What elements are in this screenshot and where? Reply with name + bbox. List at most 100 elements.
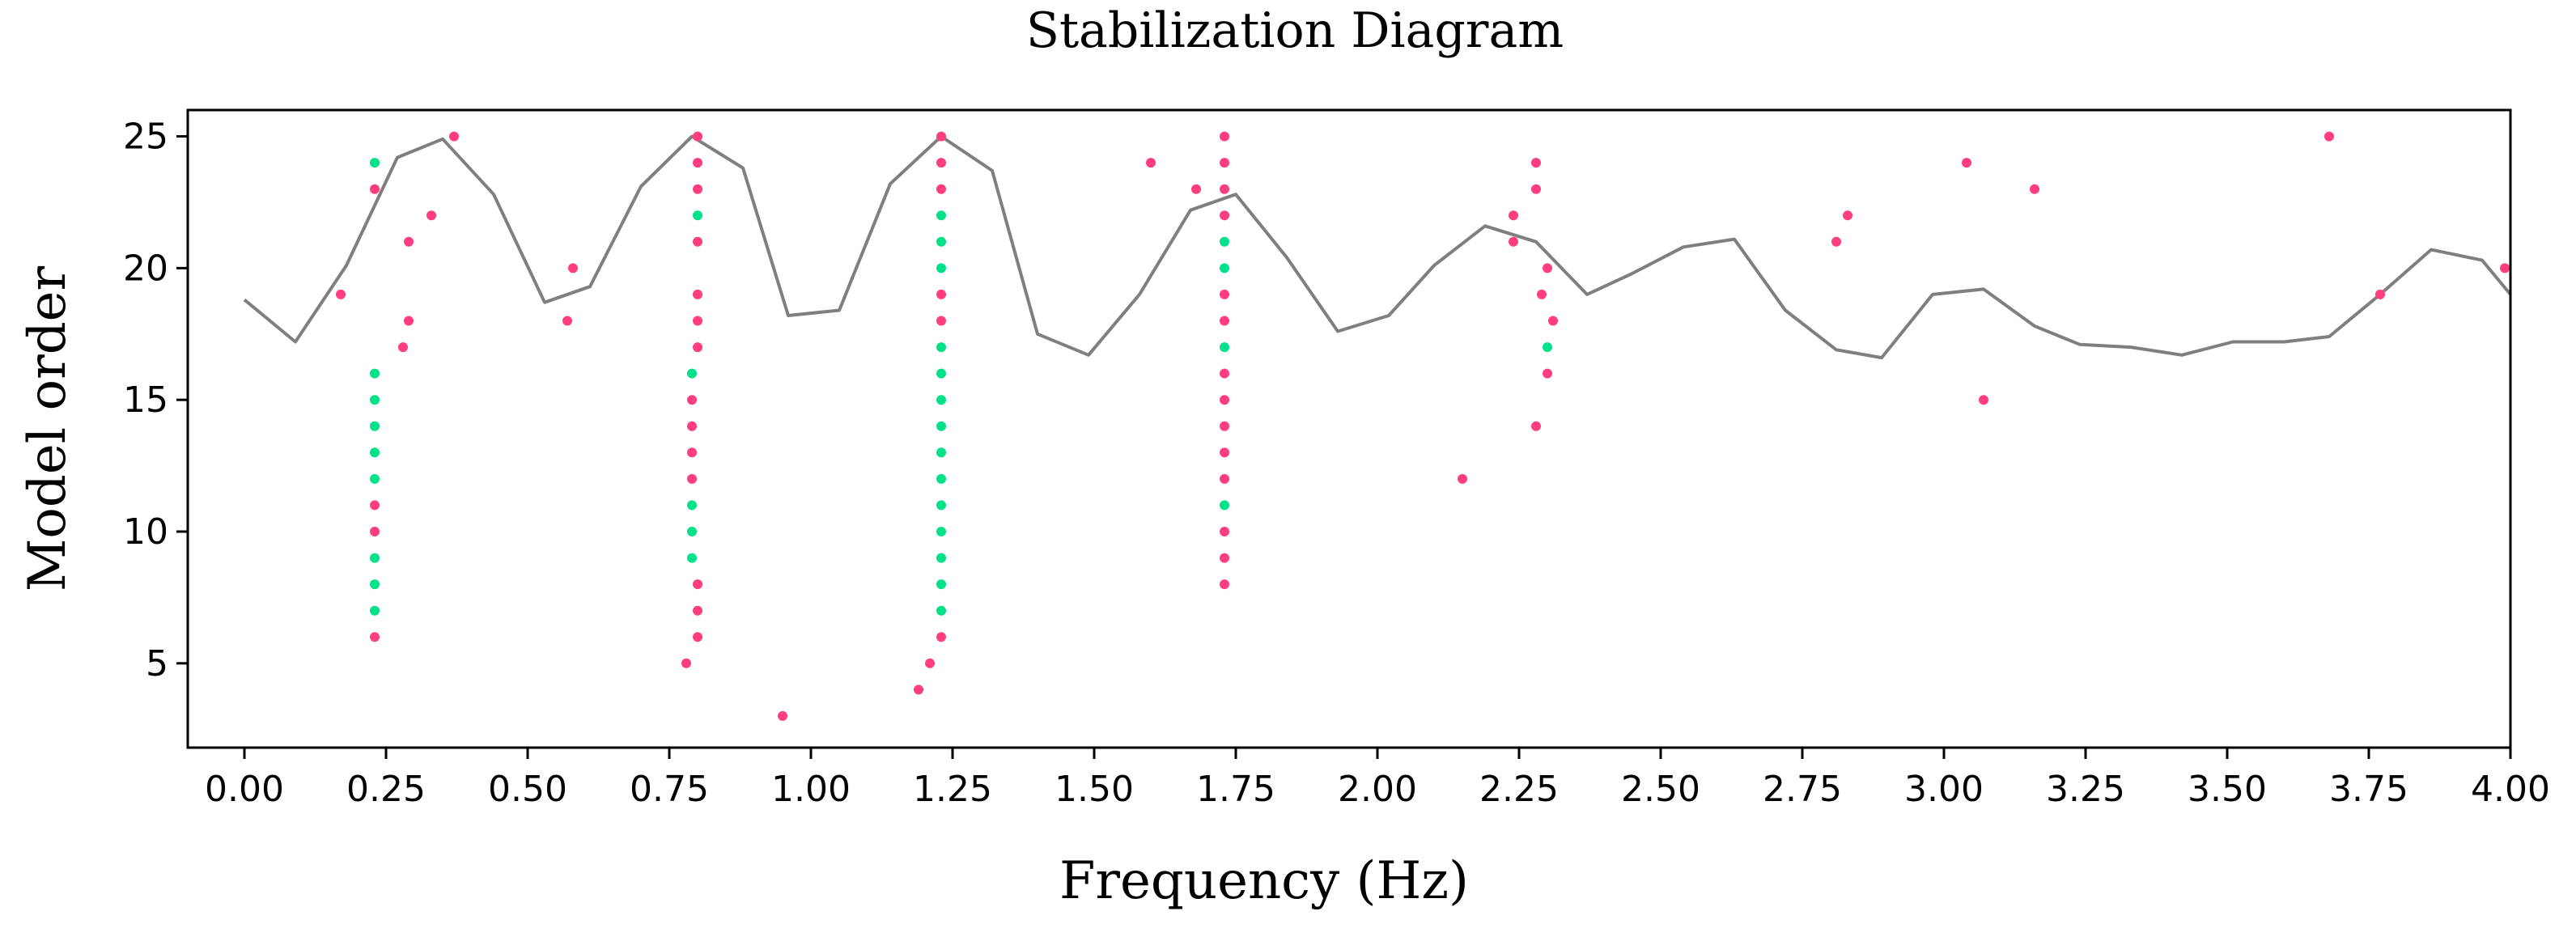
unstable-pole-point (687, 447, 697, 458)
unstable-pole-point (1831, 236, 1841, 247)
unstable-pole-point (404, 236, 414, 247)
y-tick-label: 15 (123, 379, 168, 421)
x-tick-label: 1.25 (913, 769, 992, 810)
unstable-pole-point (693, 289, 702, 299)
unstable-pole-point (1220, 289, 1229, 299)
stable-pole-point (936, 553, 946, 563)
unstable-pole-point (693, 632, 702, 642)
unstable-pole-point (1531, 184, 1541, 194)
unstable-pole-point (681, 658, 691, 668)
unstable-pole-point (1191, 184, 1201, 194)
stable-pole-point (370, 473, 380, 484)
unstable-pole-point (1220, 316, 1229, 326)
spectrum-line (243, 134, 2512, 360)
unstable-pole-point (914, 685, 923, 695)
x-tick-label: 3.50 (2188, 769, 2267, 810)
stable-pole-point (1220, 500, 1229, 511)
stable-pole-point (370, 553, 380, 563)
unstable-pole-point (936, 158, 946, 168)
unstable-pole-point (693, 131, 702, 142)
unstable-pole-point (562, 316, 572, 326)
unstable-pole-point (687, 421, 697, 431)
y-axis: 5 10 15 20 25 (123, 117, 188, 685)
stable-pole-point (936, 527, 946, 536)
unstable-pole-point (1146, 158, 1156, 168)
unstable-pole-point (1220, 447, 1229, 458)
x-tick-label: 4.00 (2471, 769, 2550, 810)
unstable-pole-point (925, 658, 935, 668)
unstable-pole-point (936, 632, 946, 642)
x-tick-label: 3.25 (2046, 769, 2125, 810)
stable-pole-point (936, 605, 946, 616)
stable-pole-point (1220, 236, 1229, 247)
stable-pole-point (687, 527, 697, 536)
stable-pole-point (1543, 342, 1552, 353)
spectrum-line-group (243, 134, 2512, 360)
unstable-pole-point (1220, 395, 1229, 405)
unstable-pole-point (370, 184, 380, 194)
unstable-pole-point (336, 289, 346, 299)
pole-points-group (336, 131, 2510, 721)
unstable-pole-point (2500, 263, 2510, 273)
unstable-pole-point (398, 342, 408, 353)
unstable-pole-point (2375, 289, 2385, 299)
x-tick-label: 2.50 (1621, 769, 1700, 810)
stable-pole-point (370, 605, 380, 616)
unstable-pole-point (1220, 158, 1229, 168)
unstable-pole-point (449, 131, 459, 142)
unstable-pole-point (936, 289, 946, 299)
unstable-pole-point (2030, 184, 2039, 194)
unstable-pole-point (693, 342, 702, 353)
unstable-pole-point (693, 579, 702, 590)
unstable-pole-point (427, 210, 436, 221)
stable-pole-point (936, 395, 946, 405)
stable-pole-point (936, 579, 946, 590)
stable-pole-point (1220, 342, 1229, 353)
unstable-pole-point (1220, 553, 1229, 563)
x-tick-label: 2.00 (1338, 769, 1417, 810)
unstable-pole-point (936, 316, 946, 326)
x-tick-label: 0.25 (346, 769, 426, 810)
y-tick-label: 25 (123, 117, 168, 158)
unstable-pole-point (1220, 527, 1229, 536)
unstable-pole-point (1531, 158, 1541, 168)
y-tick-label: 5 (146, 643, 168, 685)
unstable-pole-point (1220, 131, 1229, 142)
stable-pole-point (370, 158, 380, 168)
stable-pole-point (936, 368, 946, 379)
x-tick-label: 1.00 (771, 769, 851, 810)
unstable-pole-point (1220, 210, 1229, 221)
x-tick-label: 1.75 (1196, 769, 1275, 810)
stable-pole-point (936, 500, 946, 511)
x-tick-label: 2.25 (1479, 769, 1559, 810)
unstable-pole-point (936, 184, 946, 194)
x-tick-label: 0.75 (630, 769, 709, 810)
unstable-pole-point (1220, 184, 1229, 194)
x-axis-label: Frequency (Hz) (1059, 851, 1469, 911)
unstable-pole-point (693, 158, 702, 168)
stable-pole-point (687, 500, 697, 511)
stable-pole-point (370, 368, 380, 379)
unstable-pole-point (936, 131, 946, 142)
stable-pole-point (687, 553, 697, 563)
unstable-pole-point (687, 395, 697, 405)
unstable-pole-point (693, 316, 702, 326)
stable-pole-point (936, 263, 946, 273)
unstable-pole-point (370, 632, 380, 642)
stable-pole-point (936, 236, 946, 247)
stable-pole-point (936, 342, 946, 353)
unstable-pole-point (778, 710, 787, 721)
unstable-pole-point (2324, 131, 2334, 142)
unstable-pole-point (693, 605, 702, 616)
stable-pole-point (693, 210, 702, 221)
x-tick-label: 0.50 (488, 769, 567, 810)
unstable-pole-point (1458, 473, 1467, 484)
unstable-pole-point (693, 236, 702, 247)
stable-pole-point (1220, 263, 1229, 273)
unstable-pole-point (1531, 421, 1541, 431)
stable-pole-point (370, 421, 380, 431)
stable-pole-point (687, 368, 697, 379)
x-tick-label: 0.00 (205, 769, 284, 810)
unstable-pole-point (1543, 368, 1552, 379)
